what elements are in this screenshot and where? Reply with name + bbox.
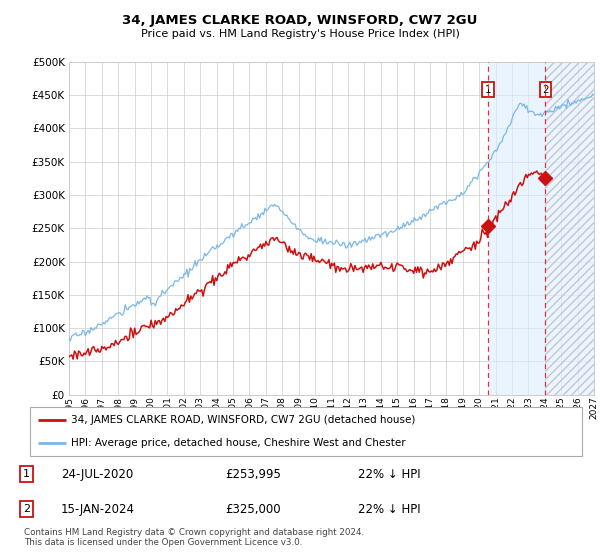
Text: 34, JAMES CLARKE ROAD, WINSFORD, CW7 2GU: 34, JAMES CLARKE ROAD, WINSFORD, CW7 2GU (122, 14, 478, 27)
Text: 1: 1 (485, 85, 491, 95)
Bar (488, 62, 545, 395)
FancyBboxPatch shape (30, 407, 582, 456)
Text: 22% ↓ HPI: 22% ↓ HPI (358, 468, 420, 480)
Text: 24-JUL-2020: 24-JUL-2020 (61, 468, 133, 480)
Text: 22% ↓ HPI: 22% ↓ HPI (358, 502, 420, 516)
Text: £325,000: £325,000 (225, 502, 281, 516)
Text: £253,995: £253,995 (225, 468, 281, 480)
Text: 15-JAN-2024: 15-JAN-2024 (61, 502, 135, 516)
Text: 1: 1 (23, 469, 30, 479)
Bar (545, 62, 594, 395)
Text: 2: 2 (542, 85, 549, 95)
Text: Contains HM Land Registry data © Crown copyright and database right 2024.
This d: Contains HM Land Registry data © Crown c… (24, 528, 364, 547)
Text: 2: 2 (23, 504, 30, 514)
Text: Price paid vs. HM Land Registry's House Price Index (HPI): Price paid vs. HM Land Registry's House … (140, 29, 460, 39)
Text: 34, JAMES CLARKE ROAD, WINSFORD, CW7 2GU (detached house): 34, JAMES CLARKE ROAD, WINSFORD, CW7 2GU… (71, 416, 416, 426)
Text: HPI: Average price, detached house, Cheshire West and Chester: HPI: Average price, detached house, Ches… (71, 438, 406, 448)
